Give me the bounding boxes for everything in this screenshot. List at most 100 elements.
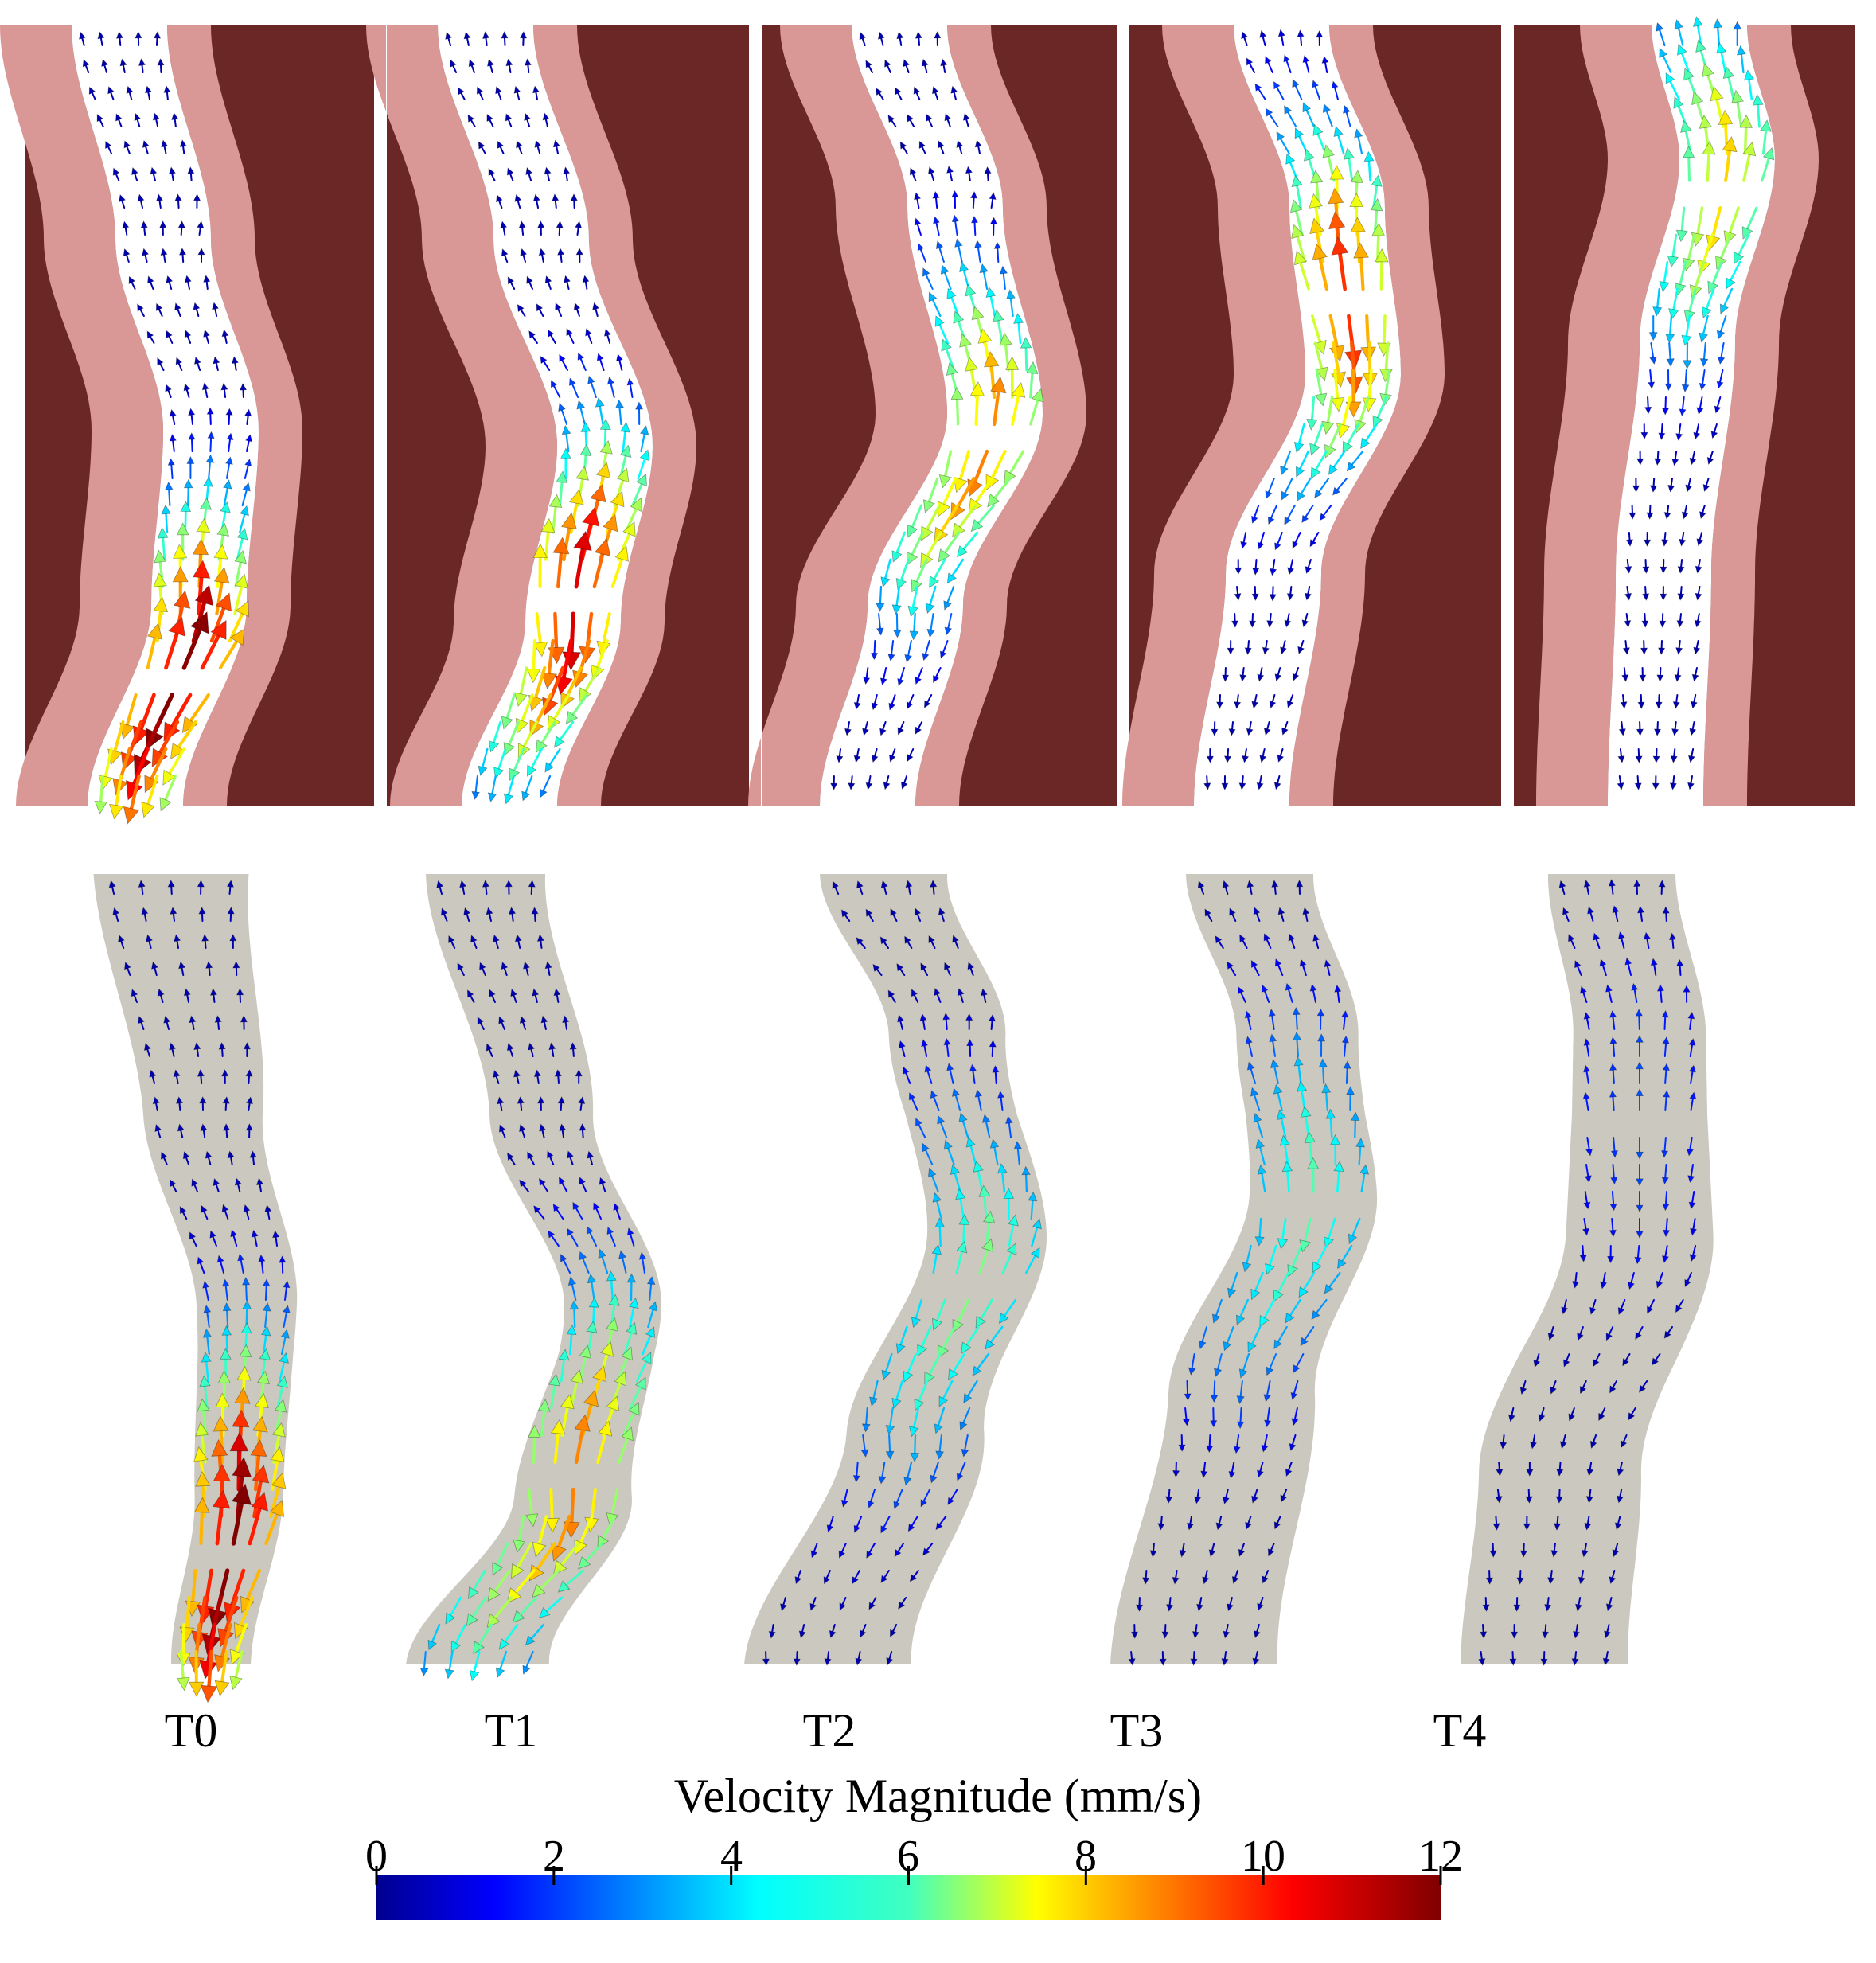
- velocity-arrow: [1184, 1380, 1192, 1401]
- velocity-arrow: [915, 1118, 926, 1138]
- velocity-arrow: [997, 1090, 1005, 1111]
- velocity-arrow: [922, 477, 939, 513]
- velocity-arrow: [528, 1424, 541, 1464]
- velocity-arrow: [1642, 586, 1650, 601]
- velocity-arrow: [1024, 1247, 1040, 1274]
- velocity-arrow: [1223, 1624, 1231, 1639]
- velocity-arrow: [1279, 640, 1287, 655]
- velocity-arrow: [1277, 748, 1285, 763]
- velocity-arrow: [1259, 1298, 1275, 1327]
- velocity-arrow: [548, 1373, 561, 1410]
- velocity-arrow: [1342, 104, 1351, 127]
- velocity-arrow: [493, 747, 507, 779]
- velocity-arrow: [1529, 1434, 1538, 1450]
- velocity-arrow: [1263, 1380, 1271, 1403]
- velocity-arrow: [558, 1348, 570, 1383]
- velocity-arrow: [1742, 141, 1757, 182]
- velocity-arrow: [1202, 1570, 1210, 1585]
- velocity-arrow: [1580, 985, 1588, 1003]
- velocity-arrow: [559, 1123, 567, 1138]
- velocity-arrow: [229, 1650, 244, 1691]
- velocity-arrow: [1257, 1597, 1264, 1611]
- velocity-arrow: [183, 478, 193, 507]
- velocity-arrow: [762, 1651, 770, 1666]
- velocity-arrow: [905, 880, 913, 895]
- velocity-arrow: [1317, 1033, 1326, 1057]
- velocity-arrow: [131, 166, 138, 181]
- velocity-arrow: [922, 1543, 934, 1556]
- velocity-arrow: [1250, 959, 1260, 976]
- velocity-arrow: [1605, 1326, 1614, 1341]
- time-label-t4: T4: [1433, 1704, 1487, 1757]
- velocity-arrow: [525, 1623, 545, 1646]
- velocity-arrow: [1312, 1244, 1328, 1274]
- velocity-arrow: [152, 112, 160, 127]
- velocity-arrow: [161, 504, 171, 534]
- colorbar-tick-label: 10: [1241, 1832, 1285, 1881]
- velocity-arrow: [1273, 1271, 1290, 1302]
- velocity-arrow: [1622, 640, 1630, 655]
- velocity-arrow: [1675, 958, 1684, 976]
- velocity-arrow: [1583, 1038, 1591, 1057]
- velocity-arrow: [532, 1569, 560, 1598]
- velocity-arrow: [904, 640, 913, 663]
- velocity-arrow: [202, 1280, 210, 1301]
- velocity-arrow: [567, 1276, 577, 1302]
- velocity-arrow: [532, 612, 548, 658]
- velocity-arrow: [585, 328, 593, 344]
- velocity-arrow: [1307, 1157, 1320, 1193]
- velocity-arrow: [1702, 140, 1716, 182]
- velocity-arrow: [222, 479, 232, 507]
- velocity-arrow: [1696, 532, 1704, 547]
- velocity-arrow: [1245, 1516, 1252, 1531]
- velocity-arrow: [1259, 748, 1267, 763]
- velocity-arrow: [938, 1380, 954, 1407]
- velocity-arrow: [1635, 1009, 1643, 1030]
- velocity-arrow: [525, 1488, 539, 1528]
- velocity-arrow: [1688, 1064, 1696, 1084]
- velocity-arrow: [521, 775, 533, 802]
- velocity-arrow: [1675, 640, 1683, 655]
- velocity-arrow: [1273, 1083, 1283, 1112]
- velocity-arrow: [1261, 1434, 1269, 1453]
- velocity-arrow: [568, 377, 579, 398]
- vessel-wall: [1289, 25, 1445, 806]
- velocity-arrow: [1714, 396, 1722, 414]
- velocity-arrow: [1625, 532, 1634, 547]
- velocity-arrow: [1324, 959, 1332, 976]
- velocity-arrow: [551, 1514, 571, 1562]
- velocity-arrow: [1276, 131, 1290, 155]
- velocity-arrow: [513, 85, 521, 100]
- velocity-arrow: [947, 1489, 958, 1505]
- velocity-arrow: [975, 1298, 993, 1329]
- velocity-arrow: [486, 907, 493, 922]
- velocity-arrow: [1354, 396, 1370, 434]
- velocity-arrow: [169, 1042, 177, 1057]
- velocity-arrow: [558, 402, 567, 425]
- velocity-arrow: [163, 85, 171, 100]
- velocity-arrow: [1293, 1056, 1304, 1085]
- velocity-arrow: [885, 1434, 895, 1460]
- velocity-arrow: [941, 338, 956, 372]
- colorbar-tick-label: 0: [365, 1832, 388, 1881]
- velocity-arrow: [272, 1230, 280, 1247]
- velocity-arrow: [1661, 1009, 1669, 1030]
- velocity-arrow: [1287, 559, 1295, 576]
- velocity-arrow: [280, 1329, 290, 1356]
- velocity-arrow: [1639, 667, 1647, 683]
- velocity-arrow: [1660, 559, 1667, 574]
- velocity-arrow: [1288, 933, 1296, 949]
- velocity-arrow: [1574, 1597, 1583, 1612]
- velocity-arrow: [1331, 80, 1339, 100]
- velocity-arrow: [566, 1324, 577, 1356]
- velocity-arrow: [1675, 206, 1688, 243]
- velocity-arrow: [944, 113, 952, 127]
- velocity-arrow: [1656, 1272, 1663, 1289]
- velocity-arrow: [1233, 1434, 1241, 1454]
- velocity-arrow: [1671, 721, 1679, 736]
- velocity-arrow: [239, 383, 248, 398]
- velocity-arrow: [1228, 1462, 1236, 1479]
- velocity-arrow: [135, 31, 142, 46]
- velocity-arrow: [115, 113, 123, 127]
- velocity-arrow: [1263, 933, 1272, 949]
